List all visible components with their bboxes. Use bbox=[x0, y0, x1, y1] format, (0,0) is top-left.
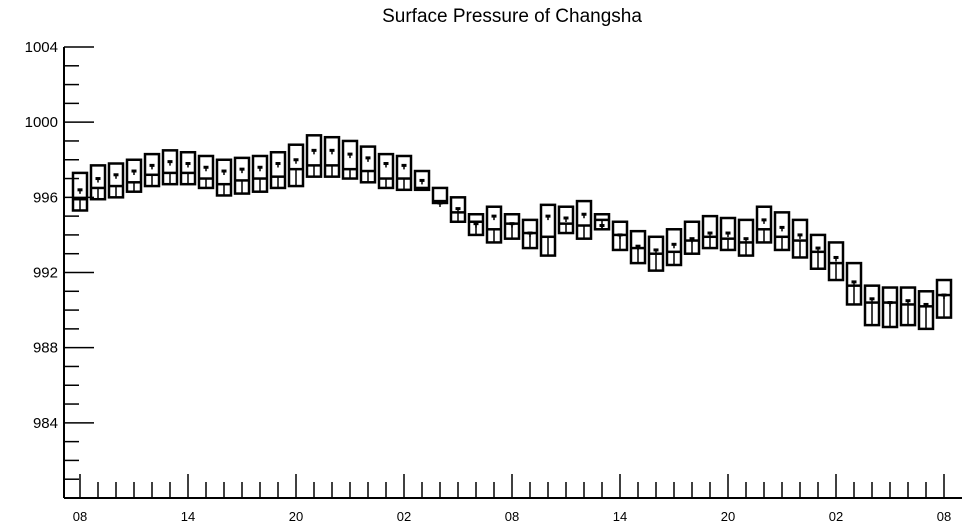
box-mark bbox=[521, 218, 539, 250]
box-mark bbox=[377, 152, 395, 190]
box-mark bbox=[935, 278, 953, 319]
box-mark bbox=[503, 212, 521, 240]
box-mark bbox=[881, 286, 899, 329]
y-axis: 984 988 992 996 1000 1004 bbox=[25, 39, 94, 499]
box-series bbox=[71, 134, 953, 331]
box-mark bbox=[413, 169, 431, 192]
box-mark bbox=[593, 212, 611, 231]
box-mark bbox=[215, 158, 233, 197]
box-mark bbox=[341, 139, 359, 180]
box-mark bbox=[251, 154, 269, 193]
box-rect bbox=[539, 203, 557, 257]
box-mark bbox=[449, 196, 467, 224]
x-tick-label: 02 bbox=[397, 509, 411, 524]
box-mark bbox=[647, 235, 665, 272]
x-tick-label: 14 bbox=[613, 509, 627, 524]
y-tick-label: 988 bbox=[33, 340, 58, 357]
y-tick-label: 996 bbox=[33, 189, 58, 206]
box-mark bbox=[683, 220, 701, 255]
box-mark bbox=[917, 290, 935, 331]
box-mark bbox=[89, 164, 107, 201]
chart-title: Surface Pressure of Changsha bbox=[382, 6, 642, 27]
box-mark bbox=[665, 228, 683, 267]
box-mark bbox=[791, 218, 809, 259]
x-tick-label: 08 bbox=[505, 509, 519, 524]
box-mark bbox=[359, 145, 377, 184]
box-mark bbox=[305, 134, 323, 178]
box-mark bbox=[431, 186, 449, 207]
x-axis: 08 14 20 02 08 14 20 02 08 bbox=[73, 474, 951, 524]
x-tick-label: 14 bbox=[181, 509, 195, 524]
x-tick-label: 20 bbox=[721, 509, 735, 524]
box-mark bbox=[323, 135, 341, 178]
y-tick-label: 984 bbox=[33, 415, 58, 432]
x-tick-label: 02 bbox=[829, 509, 843, 524]
box-mark bbox=[845, 261, 863, 306]
box-mark bbox=[161, 149, 179, 186]
box-dot bbox=[437, 201, 443, 205]
box-mark bbox=[233, 156, 251, 195]
box-mark bbox=[827, 241, 845, 282]
box-mark bbox=[71, 171, 89, 212]
x-tick-label: 08 bbox=[73, 509, 87, 524]
box-mark bbox=[899, 286, 917, 327]
box-mark bbox=[107, 162, 125, 199]
plot-frame bbox=[63, 47, 962, 499]
x-tick-label: 08 bbox=[937, 509, 951, 524]
box-mark bbox=[755, 205, 773, 244]
box-mark bbox=[611, 220, 629, 252]
box-mark bbox=[575, 199, 593, 240]
box-mark bbox=[269, 150, 287, 190]
box-mark bbox=[701, 214, 719, 250]
box-mark bbox=[125, 158, 143, 193]
box-mark bbox=[809, 233, 827, 270]
y-tick-label: 1000 bbox=[25, 114, 58, 131]
box-mark bbox=[719, 216, 737, 252]
box-mark bbox=[863, 284, 881, 327]
box-mark bbox=[143, 152, 161, 188]
box-mark bbox=[629, 229, 647, 265]
box-mark bbox=[395, 154, 413, 192]
box-mark bbox=[773, 211, 791, 252]
x-tick-label: 20 bbox=[289, 509, 303, 524]
y-tick-label: 992 bbox=[33, 265, 58, 282]
box-mark bbox=[539, 203, 557, 257]
box-mark bbox=[197, 154, 215, 190]
box-mark bbox=[485, 205, 503, 244]
box-mark bbox=[287, 143, 305, 188]
y-tick-label: 1004 bbox=[25, 39, 58, 56]
box-mark bbox=[557, 205, 575, 235]
box-mark bbox=[737, 218, 755, 257]
box-mark bbox=[467, 212, 485, 237]
box-mark bbox=[179, 150, 197, 186]
